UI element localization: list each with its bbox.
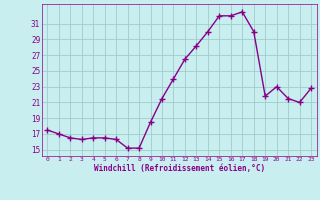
X-axis label: Windchill (Refroidissement éolien,°C): Windchill (Refroidissement éolien,°C) bbox=[94, 164, 265, 173]
